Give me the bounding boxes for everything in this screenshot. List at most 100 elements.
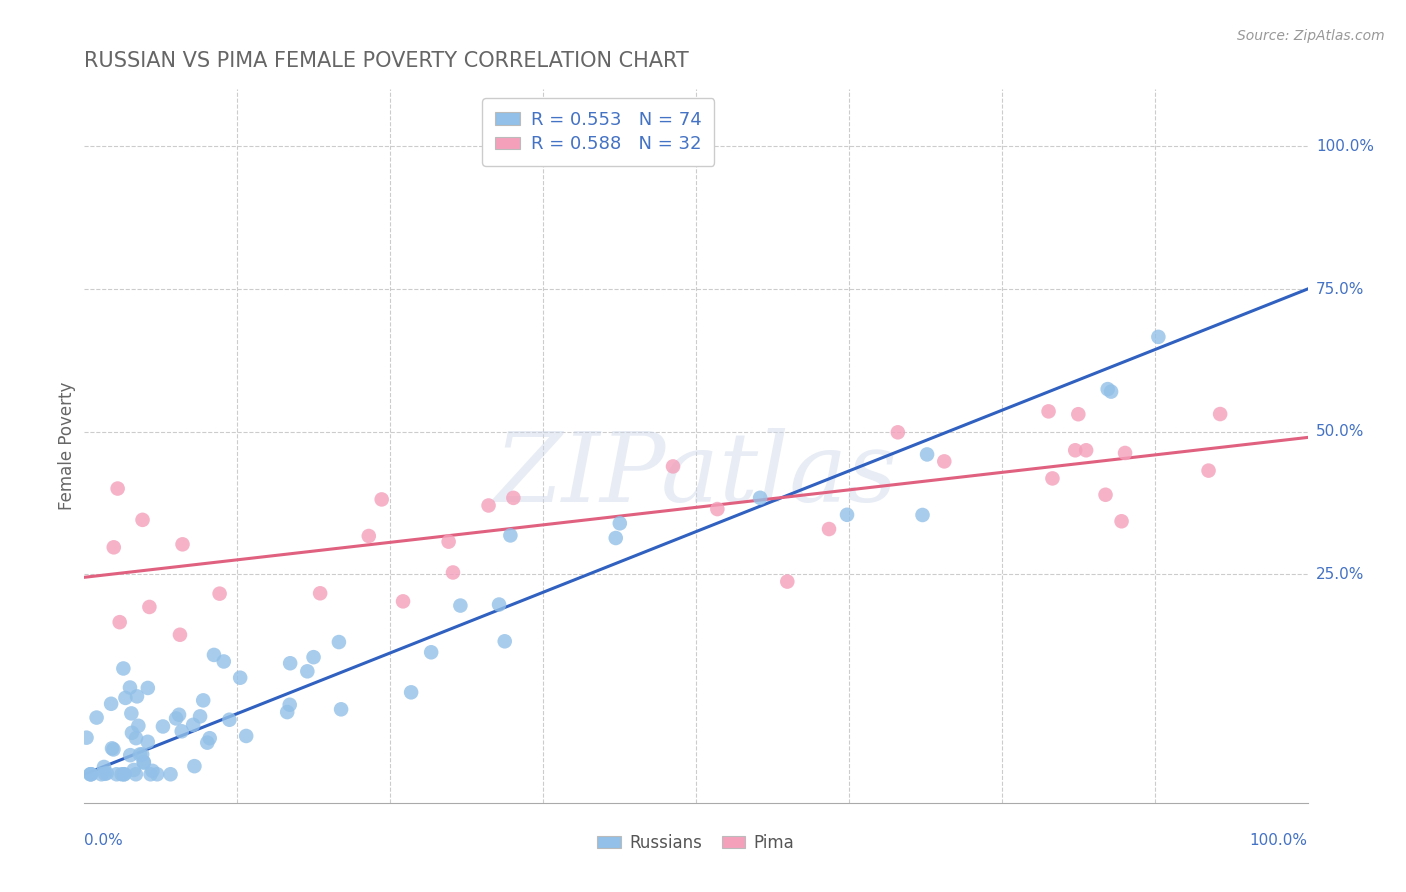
Text: 75.0%: 75.0%	[1316, 282, 1364, 296]
Point	[80, 767, 103, 781]
Point	[132, 755, 155, 769]
Point	[208, 587, 231, 601]
Point	[1067, 407, 1090, 421]
Point	[169, 628, 191, 642]
Point	[100, 697, 122, 711]
Point	[112, 767, 135, 781]
Point	[80, 767, 103, 781]
Text: 100.0%: 100.0%	[1250, 833, 1308, 848]
Point	[125, 690, 148, 704]
Point	[127, 719, 149, 733]
Point	[122, 763, 145, 777]
Point	[276, 705, 298, 719]
Text: 0.0%: 0.0%	[84, 833, 124, 848]
Point	[934, 454, 956, 468]
Point	[1038, 404, 1060, 418]
Point	[278, 698, 301, 712]
Point	[302, 650, 325, 665]
Point	[212, 655, 235, 669]
Point	[136, 735, 159, 749]
Point	[79, 767, 101, 781]
Point	[172, 537, 194, 551]
Point	[86, 710, 108, 724]
Point	[1198, 464, 1220, 478]
Point	[370, 492, 392, 507]
Point	[309, 586, 332, 600]
Text: ZIPatlas: ZIPatlas	[495, 427, 897, 522]
Point	[399, 685, 422, 699]
Point	[120, 748, 142, 763]
Point	[488, 598, 510, 612]
Point	[437, 534, 460, 549]
Point	[229, 671, 252, 685]
Point	[202, 648, 225, 662]
Point	[111, 767, 134, 781]
Point	[131, 747, 153, 762]
Point	[449, 599, 471, 613]
Point	[138, 599, 160, 614]
Point	[328, 635, 350, 649]
Point	[235, 729, 257, 743]
Point	[139, 767, 162, 781]
Point	[112, 661, 135, 675]
Point	[136, 681, 159, 695]
Point	[1042, 471, 1064, 485]
Legend: Russians, Pima: Russians, Pima	[591, 828, 801, 859]
Point	[706, 502, 728, 516]
Point	[103, 541, 125, 555]
Point	[120, 706, 142, 721]
Point	[76, 731, 98, 745]
Point	[392, 594, 415, 608]
Point	[114, 690, 136, 705]
Point	[1209, 407, 1232, 421]
Point	[1074, 443, 1097, 458]
Point	[297, 665, 319, 679]
Point	[96, 766, 118, 780]
Point	[129, 747, 152, 762]
Point	[1111, 514, 1133, 528]
Point	[167, 707, 190, 722]
Point	[776, 574, 799, 589]
Point	[887, 425, 910, 440]
Point	[357, 529, 380, 543]
Point	[662, 459, 685, 474]
Point	[188, 709, 211, 723]
Point	[181, 718, 204, 732]
Point	[330, 702, 353, 716]
Point	[1094, 488, 1116, 502]
Point	[90, 767, 112, 781]
Point	[108, 615, 131, 630]
Point	[121, 725, 143, 739]
Point	[193, 693, 215, 707]
Text: RUSSIAN VS PIMA FEMALE POVERTY CORRELATION CHART: RUSSIAN VS PIMA FEMALE POVERTY CORRELATI…	[84, 51, 689, 71]
Point	[132, 756, 155, 770]
Point	[93, 760, 115, 774]
Point	[152, 719, 174, 733]
Point	[278, 657, 301, 671]
Point	[915, 447, 938, 461]
Point	[1099, 384, 1122, 399]
Point	[911, 508, 934, 522]
Point	[218, 713, 240, 727]
Point	[112, 767, 135, 781]
Text: 50.0%: 50.0%	[1316, 425, 1364, 439]
Point	[1097, 382, 1119, 396]
Point	[146, 767, 169, 781]
Point	[103, 742, 125, 756]
Point	[170, 724, 193, 739]
Point	[159, 767, 181, 781]
Point	[165, 711, 187, 725]
Point	[1064, 443, 1087, 458]
Point	[502, 491, 524, 505]
Point	[101, 741, 124, 756]
Point	[499, 528, 522, 542]
Point	[420, 645, 443, 659]
Point	[141, 764, 163, 778]
Point	[94, 767, 117, 781]
Text: 100.0%: 100.0%	[1316, 139, 1374, 153]
Point	[105, 767, 128, 781]
Point	[118, 681, 141, 695]
Point	[198, 731, 221, 746]
Point	[1114, 446, 1136, 460]
Y-axis label: Female Poverty: Female Poverty	[58, 382, 76, 510]
